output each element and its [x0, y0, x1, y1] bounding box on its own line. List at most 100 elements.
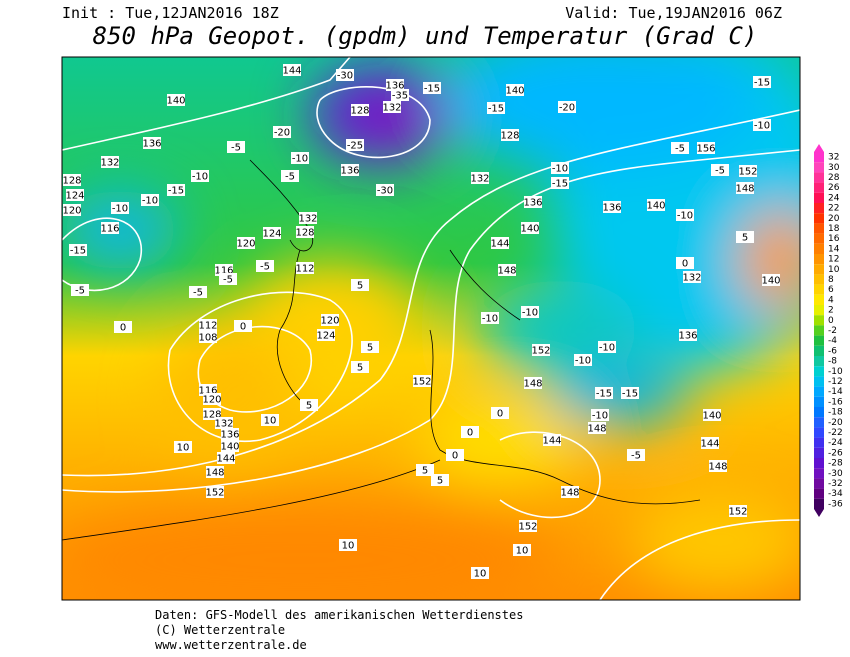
contour-label: 144 [490, 237, 510, 250]
contour-label-text: 152 [531, 346, 550, 357]
contour-label-box [588, 422, 606, 434]
contour-label-box [299, 212, 317, 224]
footer-source: Daten: GFS-Modell des amerikanischen Wet… [155, 608, 523, 622]
contour-label-text: 124 [65, 191, 84, 202]
colorbar-tick-label: 26 [828, 183, 840, 193]
contour-label-box [69, 244, 87, 256]
colorbar-swatch [814, 325, 824, 336]
colorbar-tick-label: -12 [828, 377, 843, 387]
contour-label: -15 [423, 82, 441, 95]
contour-label: 124 [316, 329, 336, 342]
contour-label-box [351, 104, 369, 116]
contour-label: 5 [351, 361, 369, 374]
colorbar-tick-label: -4 [828, 336, 837, 346]
contour-label-box [174, 441, 192, 453]
contour-label: -10 [111, 202, 129, 215]
contour-label: -10 [598, 341, 616, 354]
colorbar-tick-label: 18 [828, 224, 840, 234]
colorbar-swatch [814, 284, 824, 295]
contour-label: 128 [350, 104, 370, 117]
contour-label-text: 10 [177, 443, 190, 454]
contour-label-box [524, 377, 542, 389]
contour-label-text: 140 [761, 276, 780, 287]
contour-label-box [551, 162, 569, 174]
contour-label-text: -10 [112, 204, 128, 215]
contour-label-box [111, 202, 129, 214]
contour-label-text: 140 [702, 411, 721, 422]
contour-label: 0 [676, 257, 694, 270]
contour-label-box [647, 199, 665, 211]
colorbar-tick-label: 24 [828, 193, 840, 203]
contour-label-text: -10 [575, 356, 591, 367]
colorbar-swatch [814, 356, 824, 367]
contour-label-box [598, 341, 616, 353]
contour-label-box [101, 222, 119, 234]
contour-label-box [521, 222, 539, 234]
contour-label-text: -5 [193, 288, 203, 299]
contour-label-text: -5 [675, 144, 685, 155]
contour-label: 148 [205, 466, 225, 479]
contour-label-text: 132 [100, 158, 119, 169]
colorbar-tick-label: -34 [828, 489, 843, 499]
contour-label-box [261, 414, 279, 426]
contour-label: 152 [412, 375, 432, 388]
contour-label-text: -20 [559, 103, 575, 114]
contour-label-box [709, 460, 727, 472]
contour-label-text: 152 [205, 488, 224, 499]
contour-label-text: 156 [696, 144, 715, 155]
colorbar-tick-label: -28 [828, 459, 843, 469]
colorbar-tick-label: -24 [828, 438, 843, 448]
contour-label: -10 [291, 152, 309, 165]
contour-label-text: 128 [202, 410, 221, 421]
contour-label: -10 [481, 312, 499, 325]
contour-label-text: -10 [482, 314, 498, 325]
colorbar-swatch [814, 294, 824, 305]
colorbar-tick-label: 16 [828, 234, 840, 244]
contour-label-text: 108 [198, 333, 217, 344]
contour-label-text: 140 [646, 201, 665, 212]
contour-label-box [487, 102, 505, 114]
colorbar-arrow-top [814, 144, 824, 152]
contour-label-box [234, 320, 252, 332]
contour-label-box [679, 329, 697, 341]
contour-label-box [762, 274, 780, 286]
contour-label-text: 144 [490, 239, 509, 250]
contour-label-box [753, 119, 771, 131]
map-title: 850 hPa Geopot. (gpdm) und Temperatur (G… [93, 22, 758, 50]
colorbar-swatch [814, 274, 824, 285]
contour-label-box [736, 182, 754, 194]
contour-label-text: -15 [70, 246, 86, 257]
colorbar-swatch [814, 254, 824, 265]
contour-label-text: 144 [542, 436, 561, 447]
contour-label: 132 [298, 212, 318, 225]
colorbar-swatch [814, 366, 824, 377]
contour-label-text: 128 [350, 106, 369, 117]
contour-label-box [753, 76, 771, 88]
colorbar-tick-label: 30 [828, 163, 840, 173]
contour-label: 10 [261, 414, 279, 427]
contour-label-box [697, 142, 715, 154]
colorbar-swatch [814, 203, 824, 214]
contour-label: -15 [753, 76, 771, 89]
colorbar-swatch [814, 437, 824, 448]
contour-label-text: 116 [100, 224, 119, 235]
colorbar-tick-label: 32 [828, 153, 839, 163]
colorbar-tick-label: -14 [828, 387, 843, 397]
contour-label-text: 132 [382, 103, 401, 114]
contour-label-text: 124 [316, 331, 335, 342]
contour-label: 136 [340, 164, 360, 177]
contour-label-text: 10 [516, 546, 529, 557]
colorbar-tick-label: -10 [828, 367, 843, 377]
contour-label-box [237, 237, 255, 249]
contour-label-text: 112 [295, 264, 314, 275]
contour-label-text: 148 [560, 488, 579, 499]
contour-label-box [339, 539, 357, 551]
contour-label: -15 [595, 387, 613, 400]
colorbar-tick-label: -6 [828, 346, 837, 356]
contour-label-box [219, 273, 237, 285]
contour-label: 140 [761, 274, 781, 287]
contour-label: 120 [202, 393, 222, 406]
contour-label: 0 [446, 449, 464, 462]
contour-label-box [376, 184, 394, 196]
